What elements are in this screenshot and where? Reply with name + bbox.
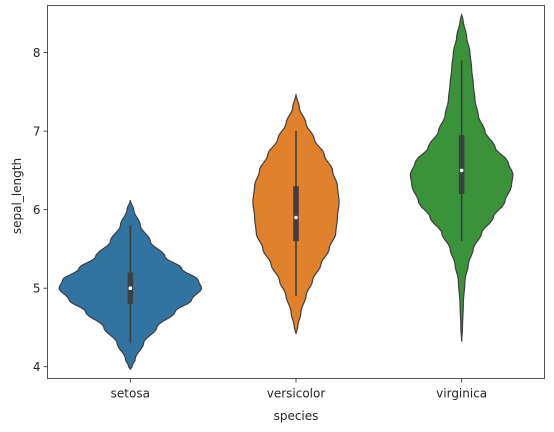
x-tick-label-setosa: setosa [111,387,150,401]
y-axis-ticks: 4 5 6 7 8 [33,46,48,374]
y-tick-label: 8 [33,46,41,60]
y-tick-label: 4 [33,360,41,374]
y-tick-label: 7 [33,124,41,138]
x-axis-label: species [274,409,319,423]
violin-median-setosa [128,286,133,290]
x-tick-label-versicolor: versicolor [267,387,326,401]
y-tick-label: 5 [33,281,41,295]
violin-median-versicolor [294,215,298,220]
violin-group [58,12,514,371]
violin-median-virginica [459,168,464,173]
y-axis-label: sepal_length [10,158,24,234]
x-axis-ticks: setosa versicolor virginica [111,378,487,401]
x-tick-label-virginica: virginica [436,387,487,401]
y-tick-label: 6 [33,203,41,217]
